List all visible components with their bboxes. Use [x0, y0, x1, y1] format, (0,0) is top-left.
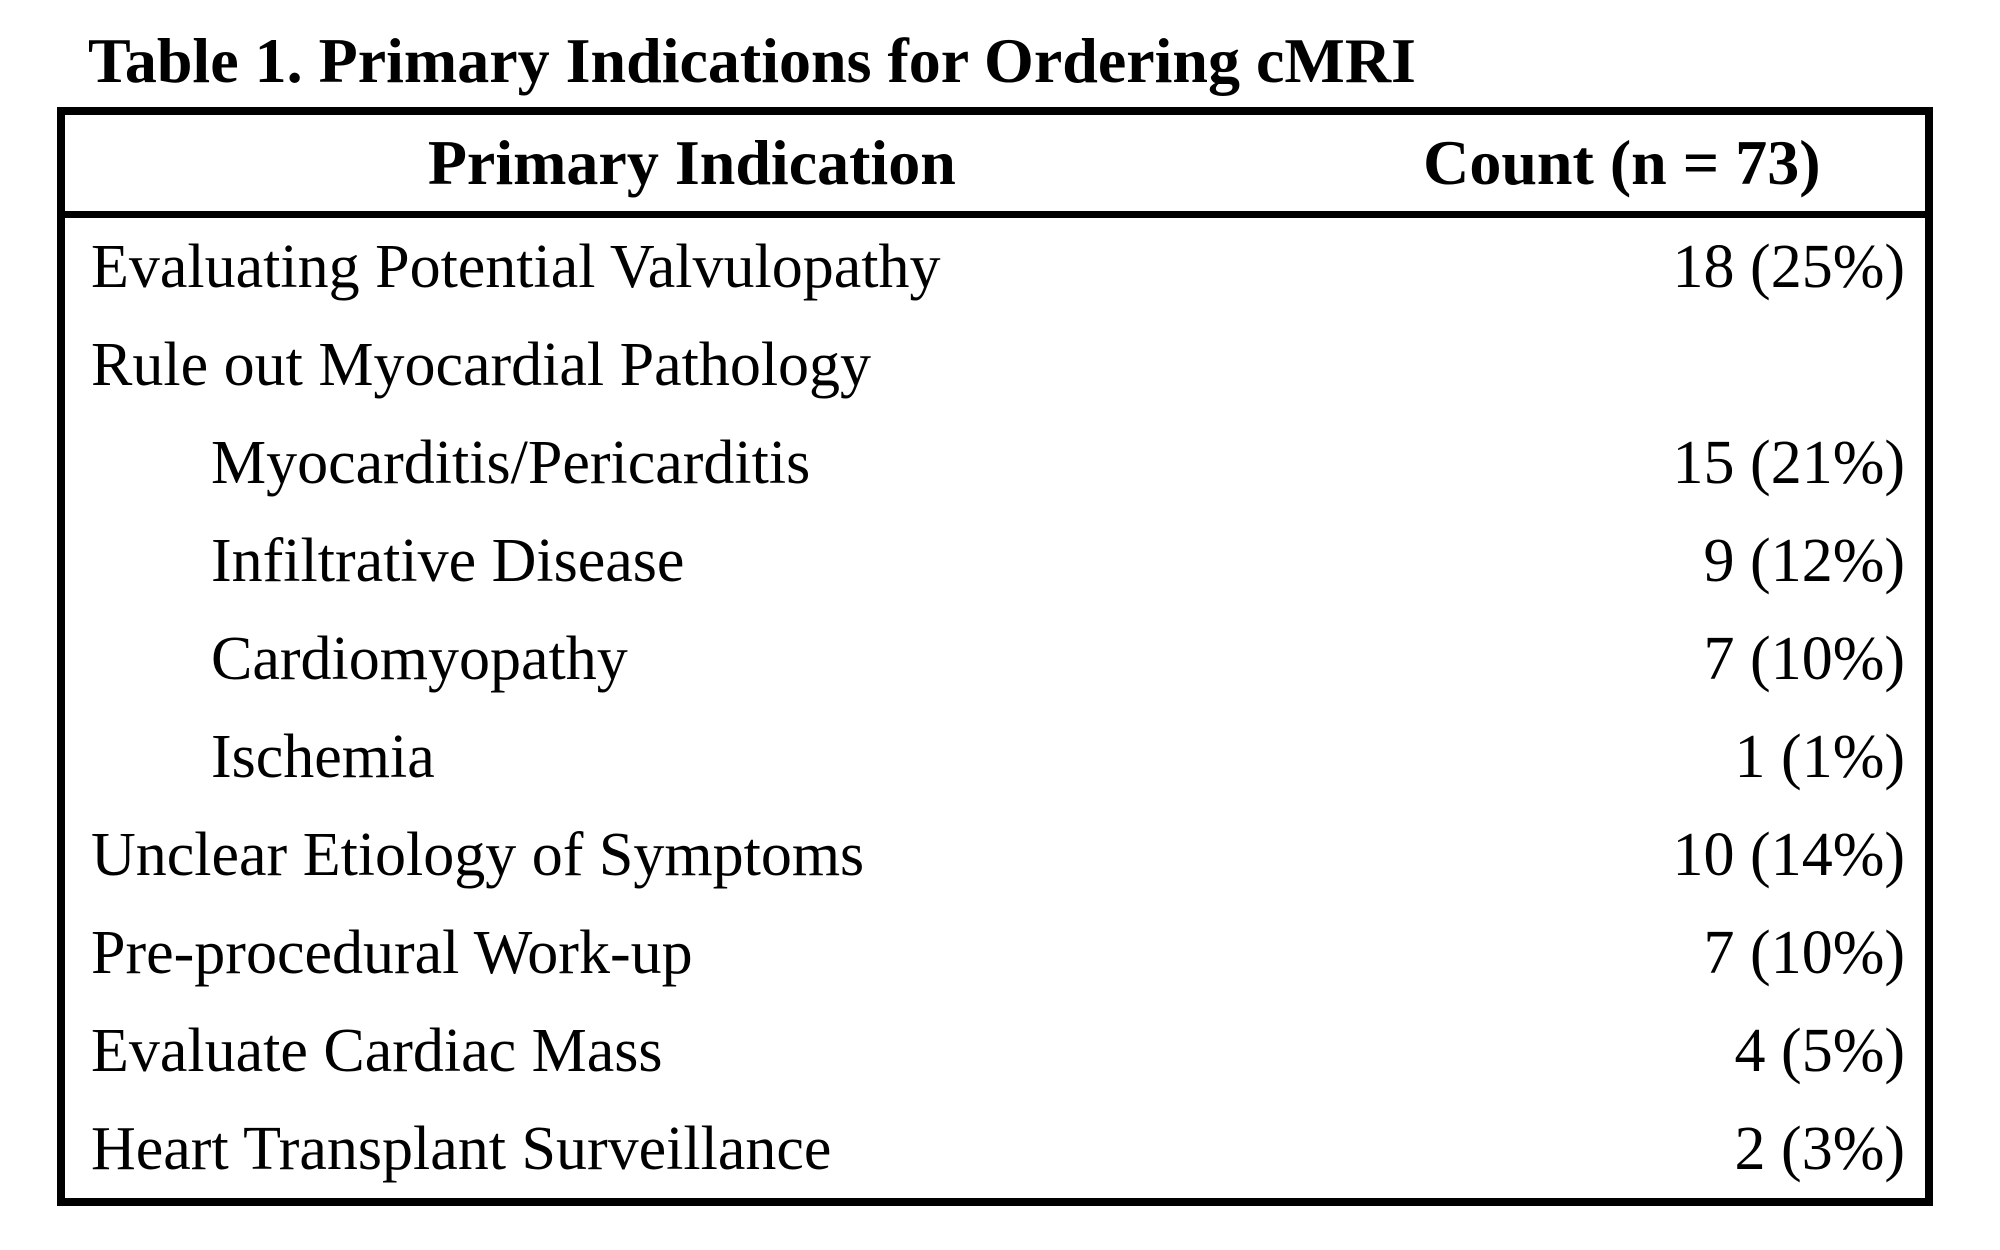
- column-header-primary-indication: Primary Indication: [427, 127, 956, 198]
- row-count: 10 (14%): [1672, 820, 1905, 889]
- row-count: 18 (25%): [1672, 232, 1905, 301]
- row-count: 4 (5%): [1734, 1016, 1905, 1085]
- row-label: Rule out Myocardial Pathology: [91, 330, 872, 399]
- column-header-count: Count (n = 73): [1423, 127, 1821, 198]
- row-label: Heart Transplant Surveillance: [91, 1114, 832, 1183]
- table-row: Rule out Myocardial Pathology: [65, 316, 1925, 414]
- row-count: 7 (10%): [1703, 918, 1905, 987]
- row-label: Evaluating Potential Valvulopathy: [91, 232, 941, 301]
- table-row: Evaluate Cardiac Mass 4 (5%): [65, 1002, 1925, 1100]
- row-count: 9 (12%): [1703, 526, 1905, 595]
- row-count: 15 (21%): [1672, 428, 1905, 497]
- row-count: 1 (1%): [1734, 722, 1905, 791]
- table-body: Evaluating Potential Valvulopathy 18 (25…: [65, 218, 1925, 1198]
- row-label: Ischemia: [211, 722, 435, 791]
- row-label: Evaluate Cardiac Mass: [91, 1016, 663, 1085]
- row-label: Cardiomyopathy: [211, 624, 628, 693]
- table-row: Heart Transplant Surveillance 2 (3%): [65, 1100, 1925, 1198]
- row-count: 2 (3%): [1734, 1114, 1905, 1183]
- table-row: Cardiomyopathy 7 (10%): [65, 610, 1925, 708]
- table-header-row: Primary Indication Count (n = 73): [65, 115, 1925, 218]
- row-label: Unclear Etiology of Symptoms: [91, 820, 865, 889]
- page-title: Table 1. Primary Indications for Orderin…: [88, 25, 1416, 96]
- indications-table: Primary Indication Count (n = 73) Evalua…: [57, 107, 1933, 1206]
- table-row: Ischemia 1 (1%): [65, 708, 1925, 806]
- table-row: Myocarditis/Pericarditis 15 (21%): [65, 414, 1925, 512]
- row-count: 7 (10%): [1703, 624, 1905, 693]
- row-label: Pre-procedural Work-up: [91, 918, 693, 987]
- row-label: Myocarditis/Pericarditis: [211, 428, 811, 497]
- table-row: Infiltrative Disease 9 (12%): [65, 512, 1925, 610]
- table-row: Pre-procedural Work-up 7 (10%): [65, 904, 1925, 1002]
- row-label: Infiltrative Disease: [211, 526, 685, 595]
- table-row: Unclear Etiology of Symptoms 10 (14%): [65, 806, 1925, 904]
- table-row: Evaluating Potential Valvulopathy 18 (25…: [65, 218, 1925, 316]
